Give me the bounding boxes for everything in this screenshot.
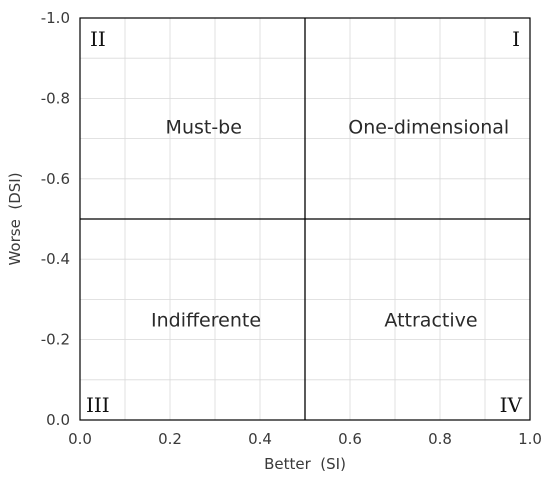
y-tick-label: -0.6 <box>41 170 70 188</box>
y-tick-label: -0.8 <box>41 89 70 107</box>
quadrant-numeral: II <box>90 27 106 51</box>
x-tick-label: 0.4 <box>248 430 272 448</box>
x-tick-label: 1.0 <box>518 430 542 448</box>
quadrant-dividers <box>80 18 530 420</box>
x-tick-label: 0.8 <box>428 430 452 448</box>
y-axis-title: Worse (DSI) <box>6 172 24 265</box>
y-tick-label: 0.0 <box>46 411 70 429</box>
quadrant-numeral: IV <box>500 393 523 417</box>
quadrant-numeral: I <box>512 27 520 51</box>
quadrant-numeral: III <box>86 393 110 417</box>
x-tick-label: 0.2 <box>158 430 182 448</box>
x-axis-title: Better (SI) <box>264 455 346 473</box>
y-tick-labels: 0.0 -0.2 -0.4 -0.6 -0.8 -1.0 <box>41 9 70 429</box>
quadrant-label: One-dimensional <box>348 117 509 139</box>
quadrant-label: Attractive <box>384 310 477 332</box>
y-tick-label: -0.4 <box>41 250 70 268</box>
quadrant-label: Indifferente <box>151 310 261 332</box>
quadrant-label: Must-be <box>166 117 242 139</box>
y-tick-label: -0.2 <box>41 331 70 349</box>
y-tick-label: -1.0 <box>41 9 70 27</box>
quadrant-labels: Must-be One-dimensional Indifferente Attrac… <box>151 117 509 332</box>
x-tick-label: 0.6 <box>338 430 362 448</box>
x-tick-label: 0.0 <box>68 430 92 448</box>
x-tick-labels: 0.0 0.2 0.4 0.6 0.8 1.0 <box>68 430 542 448</box>
plot-frame <box>79 17 531 421</box>
